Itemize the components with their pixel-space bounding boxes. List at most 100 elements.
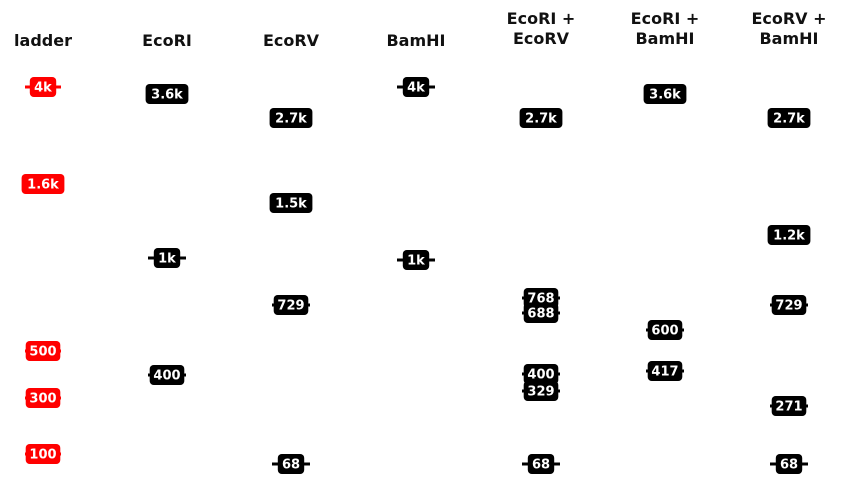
band: 1.2k (767, 225, 811, 245)
band: 271 (770, 396, 808, 416)
band: 688 (522, 303, 560, 323)
band-label-box (519, 108, 563, 128)
lane-title: EcoRI + EcoRV (507, 9, 576, 48)
band: 2.7k (269, 108, 313, 128)
lane-0: ladder 4k 1.6k 500 300 100 (14, 31, 72, 464)
band-label-box (25, 388, 61, 408)
lane-3: BamHI 4k 1k (386, 31, 446, 270)
band: 729 (770, 295, 808, 315)
band-label: 1.2k (773, 229, 805, 244)
band-label: 600 (651, 324, 678, 339)
band-label-box (153, 248, 181, 268)
band-label-box (767, 108, 811, 128)
band-label-box (767, 225, 811, 245)
lane-title-line: EcoRV (263, 31, 320, 50)
lane-title-line: EcoRI + (507, 9, 576, 28)
lane-title-line: BamHI (635, 29, 694, 48)
band-label-box (771, 396, 807, 416)
band-label: 100 (29, 448, 56, 463)
lane-title-line: EcoRI + (631, 9, 700, 28)
band: 2.7k (767, 108, 811, 128)
band-label-box (25, 444, 61, 464)
band: 3.6k (643, 84, 687, 104)
band-label-box (269, 108, 313, 128)
band-label-box (775, 454, 803, 474)
band: 400 (148, 365, 186, 385)
band: 2.7k (519, 108, 563, 128)
band-label-box (523, 364, 559, 384)
band: 68 (770, 454, 808, 474)
band-label-box (145, 84, 189, 104)
band-label-box (277, 454, 305, 474)
lane-title-line: BamHI (759, 29, 818, 48)
band-label: 2.7k (525, 112, 557, 127)
band-label-box (647, 320, 683, 340)
band-label-box (269, 193, 313, 213)
lane-2: EcoRV 2.7k 1.5k 729 68 (263, 31, 320, 474)
band-label: 2.7k (275, 112, 307, 127)
band: 4k (397, 77, 435, 97)
lane-title: EcoRV + BamHI (751, 9, 826, 48)
band: 1k (148, 248, 186, 268)
band: 729 (272, 295, 310, 315)
lane-title-line: EcoRI (142, 31, 192, 50)
band-label: 729 (277, 299, 304, 314)
band-label: 1.5k (275, 197, 307, 212)
band-label-box (643, 84, 687, 104)
band-label: 3.6k (649, 88, 681, 103)
band-label: 729 (775, 299, 802, 314)
band: 329 (522, 381, 560, 401)
band: 4k (25, 77, 61, 97)
lane-title-line: BamHI (386, 31, 445, 50)
band-label: 4k (407, 81, 425, 96)
band: 500 (25, 341, 61, 361)
lane-title: ladder (14, 31, 72, 50)
band-label-box (21, 174, 65, 194)
band-label-box (273, 295, 309, 315)
band: 1k (397, 250, 435, 270)
band: 1.5k (269, 193, 313, 213)
band-label: 688 (527, 307, 554, 322)
band-label-box (523, 381, 559, 401)
band-label: 4k (34, 81, 52, 96)
lane-5: EcoRI + BamHI 3.6k 600 417 (631, 9, 700, 381)
band: 3.6k (145, 84, 189, 104)
band-label: 400 (527, 368, 554, 383)
band-label: 68 (282, 458, 300, 473)
lane-title-line: EcoRV (513, 29, 570, 48)
lane-1: EcoRI 3.6k 1k 400 (142, 31, 192, 385)
band-label-box (29, 77, 57, 97)
band-label: 417 (651, 365, 678, 380)
band-label: 3.6k (151, 88, 183, 103)
band: 400 (522, 364, 560, 384)
band-label-box (647, 361, 683, 381)
band-label-box (523, 303, 559, 323)
band-label: 68 (780, 458, 798, 473)
band-label-box (402, 250, 430, 270)
band-label-box (149, 365, 185, 385)
band: 417 (646, 361, 684, 381)
band-label-box (402, 77, 430, 97)
band: 100 (25, 444, 61, 464)
band-label: 400 (153, 369, 180, 384)
lane-6: EcoRV + BamHI 2.7k 1.2k 729 271 68 (751, 9, 827, 474)
band-label: 1k (158, 252, 176, 267)
band-label-box (527, 454, 555, 474)
band-label: 1k (407, 254, 425, 269)
lane-title: EcoRV (263, 31, 320, 50)
band: 1.6k (21, 174, 65, 194)
lane-title-line: EcoRV + (751, 9, 826, 28)
band: 68 (522, 454, 560, 474)
lane-title: BamHI (386, 31, 445, 50)
band-label: 2.7k (773, 112, 805, 127)
band-label-box (25, 341, 61, 361)
band-label: 68 (532, 458, 550, 473)
band-label-box (771, 295, 807, 315)
band-label: 300 (29, 392, 56, 407)
band-label: 271 (775, 400, 802, 415)
lane-title: EcoRI (142, 31, 192, 50)
band-label: 329 (527, 385, 554, 400)
band: 68 (272, 454, 310, 474)
